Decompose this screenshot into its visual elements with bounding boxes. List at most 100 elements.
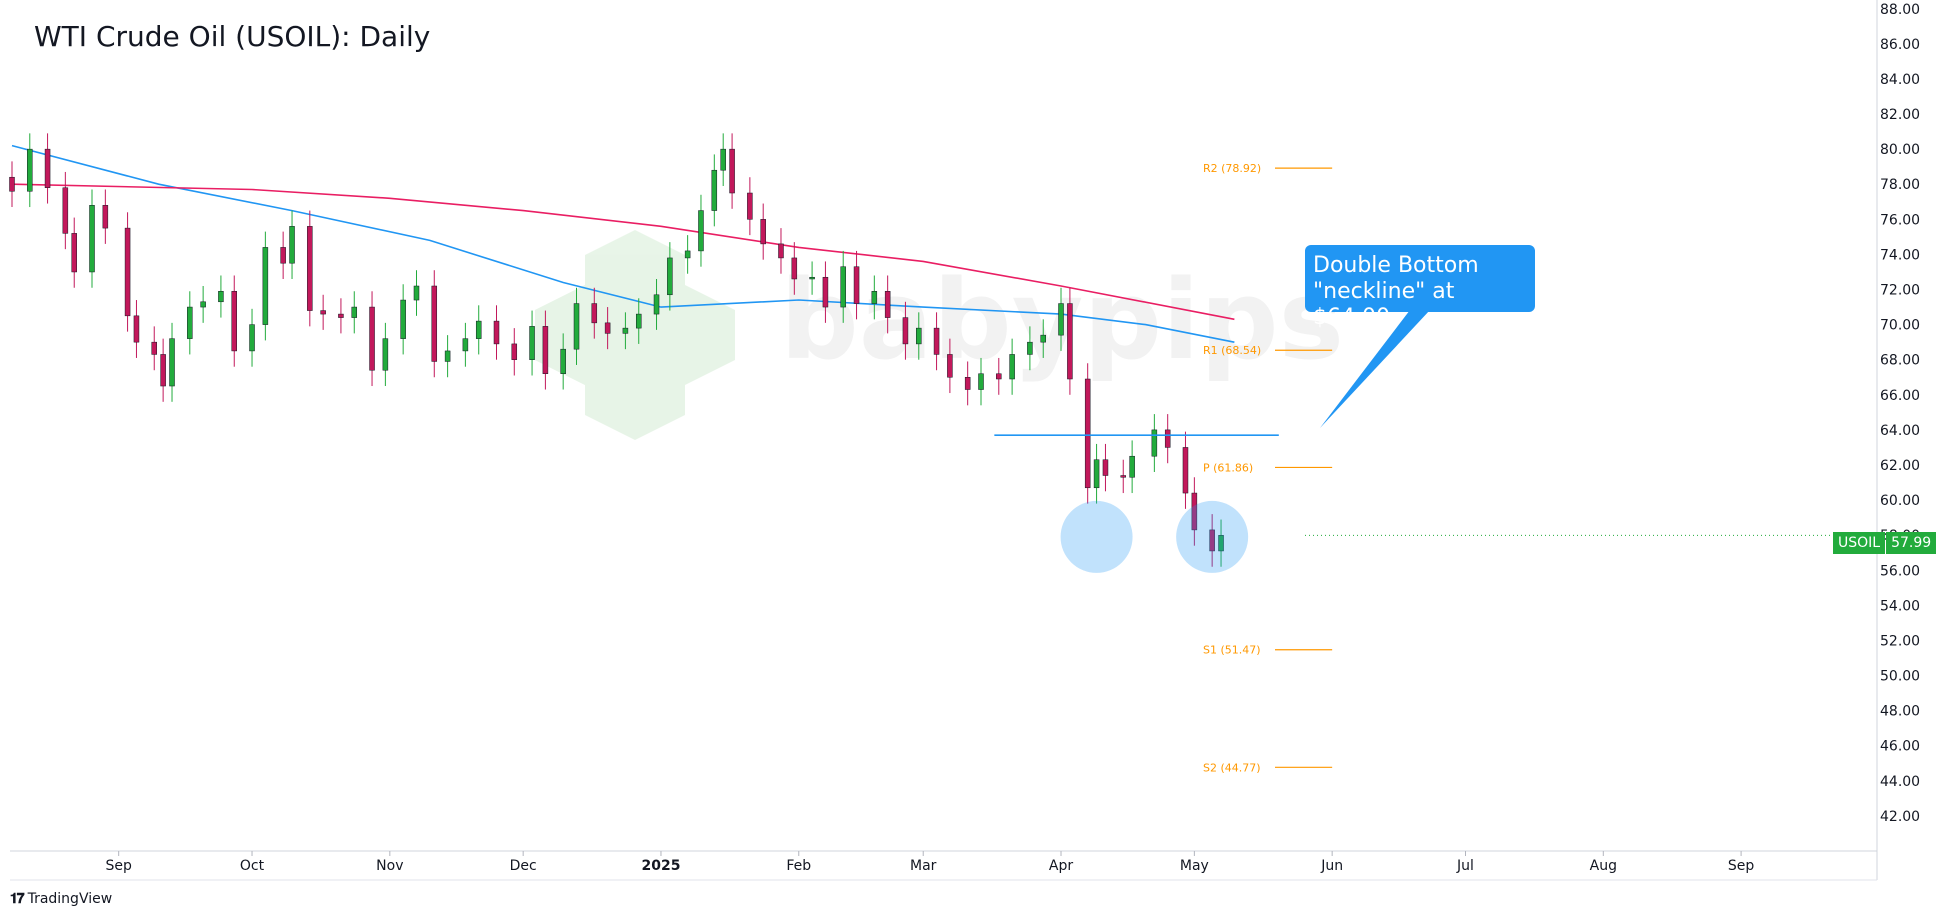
candle-body bbox=[822, 276, 829, 308]
candle-body bbox=[916, 327, 922, 345]
candle bbox=[413, 270, 420, 316]
price-axis-label: 84.00 bbox=[1880, 72, 1920, 88]
candle bbox=[1067, 287, 1073, 395]
candle bbox=[187, 291, 193, 355]
candle bbox=[351, 291, 358, 334]
candle bbox=[622, 312, 629, 350]
time-axis-label: Mar bbox=[910, 858, 937, 874]
price-axis-label: 62.00 bbox=[1880, 458, 1920, 474]
candle bbox=[1164, 414, 1171, 464]
pivot-label: S1 (51.47) bbox=[1203, 644, 1261, 657]
candle-body bbox=[1067, 303, 1073, 380]
candle-body bbox=[1102, 459, 1109, 476]
candle-body bbox=[871, 291, 878, 304]
candle-body bbox=[884, 291, 891, 318]
price-axis-label: 82.00 bbox=[1880, 107, 1920, 123]
candle bbox=[218, 275, 224, 318]
time-axis-label: Jul bbox=[1456, 858, 1474, 874]
candle bbox=[71, 217, 77, 288]
candle-body bbox=[62, 187, 69, 234]
candle-body bbox=[280, 247, 286, 264]
candle bbox=[791, 242, 798, 295]
candle bbox=[133, 300, 140, 358]
candle-body bbox=[1164, 429, 1171, 448]
candle-body bbox=[102, 205, 109, 229]
candle-body bbox=[124, 227, 131, 317]
price-axis-label: 70.00 bbox=[1880, 318, 1920, 334]
candle-body bbox=[591, 303, 598, 324]
candle-body bbox=[27, 148, 33, 192]
candle-body bbox=[542, 326, 549, 374]
candle-body bbox=[747, 192, 753, 220]
candle bbox=[591, 287, 598, 339]
callout-line1: Double Bottom bbox=[1313, 253, 1479, 278]
candle bbox=[604, 307, 611, 350]
candle bbox=[964, 361, 971, 406]
candle-body bbox=[44, 148, 51, 188]
candle-body bbox=[529, 326, 535, 360]
candle-body bbox=[169, 338, 175, 387]
price-axis-label: 48.00 bbox=[1880, 704, 1920, 720]
candle bbox=[653, 278, 660, 330]
tradingview-logo-icon: 𝟏𝟕 bbox=[10, 891, 25, 907]
watermark-cube bbox=[535, 285, 635, 385]
price-axis-label: 64.00 bbox=[1880, 423, 1920, 439]
candle-body bbox=[1120, 475, 1126, 478]
price-axis-label: 72.00 bbox=[1880, 283, 1920, 299]
time-axis-label: Sep bbox=[105, 858, 132, 874]
candle bbox=[27, 133, 33, 208]
price-axis-label: 42.00 bbox=[1880, 809, 1920, 825]
candle bbox=[307, 210, 313, 327]
candle bbox=[44, 133, 51, 204]
candle-body bbox=[809, 276, 815, 280]
price-axis-label: 76.00 bbox=[1880, 212, 1920, 228]
double-bottom-circle bbox=[1176, 500, 1249, 573]
time-axis-label: Nov bbox=[376, 858, 403, 874]
candle-body bbox=[573, 303, 580, 350]
candle bbox=[9, 161, 15, 208]
candle bbox=[262, 231, 269, 341]
candle-body bbox=[307, 226, 313, 311]
candle-body bbox=[1182, 447, 1189, 494]
candle-body bbox=[729, 148, 735, 194]
candle bbox=[1102, 443, 1109, 492]
candle bbox=[1209, 514, 1215, 567]
candle bbox=[1120, 459, 1126, 494]
price-axis-label: 88.00 bbox=[1880, 2, 1920, 18]
tradingview-logo[interactable]: 𝟏𝟕 TradingView bbox=[10, 891, 112, 907]
candle bbox=[1129, 440, 1135, 494]
candle-body bbox=[338, 313, 344, 318]
candle bbox=[369, 291, 375, 387]
candle bbox=[947, 338, 953, 394]
candle bbox=[320, 294, 326, 330]
candle bbox=[573, 287, 580, 365]
candle bbox=[822, 261, 829, 323]
candle bbox=[1191, 477, 1198, 546]
candle-body bbox=[947, 354, 953, 378]
candle-body bbox=[382, 338, 389, 371]
price-axis-label: 46.00 bbox=[1880, 739, 1920, 755]
candle-body bbox=[1151, 429, 1158, 457]
watermark-cube bbox=[535, 285, 635, 385]
candle-body bbox=[1027, 341, 1033, 355]
candle bbox=[1218, 519, 1224, 567]
candle bbox=[529, 310, 535, 376]
time-axis-label: Feb bbox=[786, 858, 811, 874]
candle bbox=[902, 301, 909, 360]
candle bbox=[840, 250, 846, 323]
candle-body bbox=[187, 306, 193, 339]
candle-body bbox=[511, 343, 518, 360]
candle-body bbox=[151, 341, 157, 355]
candle bbox=[382, 322, 389, 387]
candle bbox=[200, 286, 206, 323]
candle bbox=[462, 322, 469, 367]
candle-body bbox=[978, 373, 984, 390]
candle-body bbox=[711, 169, 718, 211]
candle bbox=[684, 235, 691, 274]
candle-body bbox=[1009, 354, 1015, 380]
moving-average-slow bbox=[11, 183, 1235, 321]
candle-body bbox=[1218, 535, 1224, 552]
candle bbox=[1040, 319, 1046, 358]
